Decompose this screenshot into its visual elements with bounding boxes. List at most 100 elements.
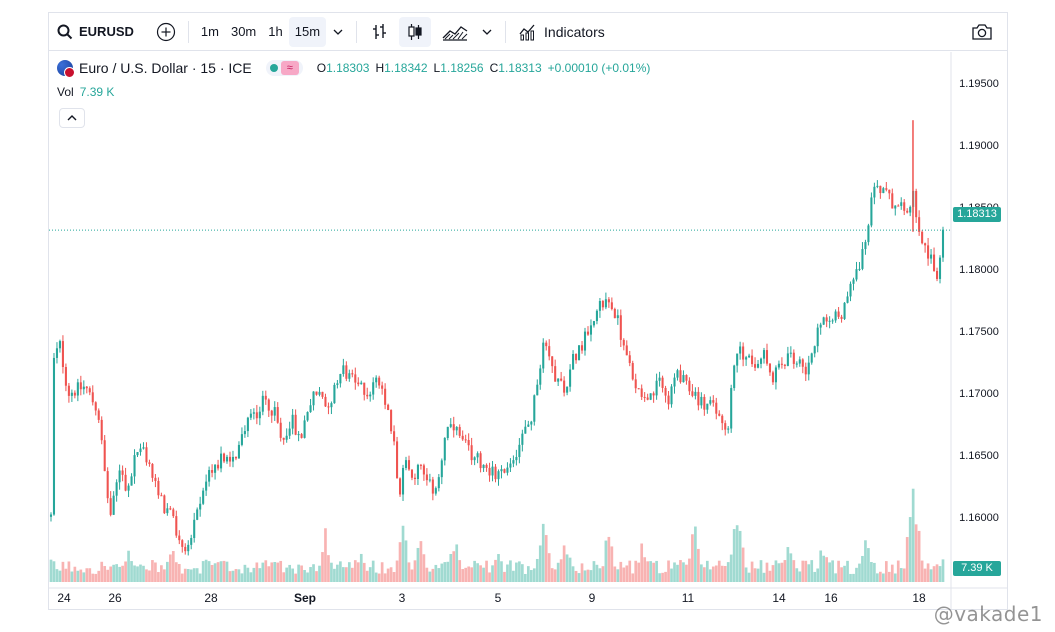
y-tick-label: 1.16500 xyxy=(959,450,999,462)
chart-pane[interactable]: 1.160001.165001.170001.175001.180001.185… xyxy=(49,52,1007,610)
chevron-down-icon xyxy=(333,29,343,35)
candle-body xyxy=(801,359,804,367)
candle-body xyxy=(849,283,852,297)
candle-body xyxy=(697,391,700,406)
y-tick-label: 1.19000 xyxy=(959,140,999,152)
interval-30m[interactable]: 30m xyxy=(230,24,257,39)
volume-bar xyxy=(106,569,110,582)
candle-body xyxy=(903,202,906,211)
candle-body xyxy=(387,404,390,411)
candle-body xyxy=(721,415,724,424)
candle-body xyxy=(446,426,449,438)
volume-bar xyxy=(82,572,86,582)
low-label: L xyxy=(433,61,441,75)
candle-body xyxy=(208,470,211,482)
collapse-legend-button[interactable] xyxy=(59,108,85,128)
candle-body xyxy=(124,474,127,491)
candle-body xyxy=(297,434,300,436)
market-status-badge[interactable]: ≈ xyxy=(265,60,303,76)
candle-body xyxy=(852,279,855,284)
volume-legend: Vol 7.39 K xyxy=(57,85,114,99)
candle-body xyxy=(909,206,912,213)
candle-body xyxy=(858,268,861,270)
candle-body xyxy=(557,378,560,382)
candle-body xyxy=(393,431,396,442)
y-tick-label: 1.17000 xyxy=(959,388,999,400)
chart-type-dropdown-button[interactable] xyxy=(475,17,499,47)
volume-bar xyxy=(380,562,384,582)
snapshot-button[interactable] xyxy=(965,17,999,47)
candle-body xyxy=(455,426,458,431)
candlestick-chart[interactable]: 1.160001.165001.170001.175001.180001.185… xyxy=(49,52,1007,610)
volume-bar xyxy=(186,569,190,582)
candle-body xyxy=(288,428,291,436)
candle-body xyxy=(634,379,637,389)
volume-bar xyxy=(553,569,557,582)
indicators-button[interactable]: Indicators xyxy=(512,17,611,47)
toolbar-separator xyxy=(187,20,189,43)
last-price-label: 1.18313 xyxy=(953,207,1001,222)
area-chart-icon xyxy=(442,25,468,41)
volume-bar xyxy=(345,567,348,582)
compare-symbol-button[interactable] xyxy=(150,17,182,47)
candle-body xyxy=(906,210,909,213)
volume-bar xyxy=(622,567,626,582)
candle-body xyxy=(685,375,688,381)
bar-chart-type-button[interactable] xyxy=(363,17,395,47)
candle-body xyxy=(243,431,246,435)
candle-body xyxy=(270,410,273,416)
candle-body xyxy=(921,231,924,244)
volume-bar xyxy=(938,566,942,582)
volume-bar xyxy=(795,568,799,582)
candle-body xyxy=(187,544,190,552)
candle-body xyxy=(625,345,628,356)
interval-1m[interactable]: 1m xyxy=(200,24,219,39)
candle-body xyxy=(399,478,402,495)
market-open-dot-icon xyxy=(269,64,278,72)
candle-body xyxy=(169,508,172,510)
candle-body xyxy=(267,399,270,411)
volume-bar xyxy=(306,572,309,582)
volume-bar xyxy=(461,569,465,582)
volume-bar xyxy=(431,568,435,582)
candle-body xyxy=(563,380,566,393)
volume-bar xyxy=(786,547,790,582)
candle-body xyxy=(220,453,223,469)
volume-bar xyxy=(849,573,852,582)
volume-bar xyxy=(58,570,62,582)
volume-bar xyxy=(923,568,927,582)
area-chart-type-button[interactable] xyxy=(435,17,475,47)
candle-body xyxy=(804,366,807,375)
volume-bar xyxy=(816,568,820,582)
volume-bar xyxy=(282,572,286,582)
volume-bar xyxy=(840,567,843,582)
volume-bar xyxy=(207,561,211,582)
close-value: 1.18313 xyxy=(498,61,542,75)
interval-1h[interactable]: 1h xyxy=(268,24,283,39)
volume-bar xyxy=(506,564,509,582)
candle-body xyxy=(160,495,163,497)
candle-body xyxy=(891,193,894,209)
volume-bar xyxy=(350,567,354,582)
candle-body xyxy=(443,437,446,461)
volume-bar xyxy=(359,553,363,582)
volume-bar xyxy=(720,565,724,582)
interval-15m[interactable]: 15m xyxy=(288,16,327,47)
volume-bar xyxy=(124,561,127,582)
symbol-search-button[interactable]: EURUSD xyxy=(49,17,140,47)
candle-body xyxy=(73,392,76,396)
volume-bar xyxy=(288,564,292,582)
volume-bar xyxy=(261,562,265,582)
interval-dropdown-button[interactable] xyxy=(326,17,350,47)
volume-bar xyxy=(416,547,420,582)
volume-bar xyxy=(327,555,330,582)
candles-chart-type-button[interactable] xyxy=(399,16,432,47)
volume-value: 7.39 K xyxy=(79,85,115,99)
volume-bar xyxy=(425,567,429,582)
volume-bar xyxy=(219,561,223,582)
volume-bar xyxy=(118,566,121,582)
candle-body xyxy=(837,311,840,317)
candle-body xyxy=(249,413,252,418)
volume-bar xyxy=(151,560,154,582)
volume-bar xyxy=(279,560,283,582)
